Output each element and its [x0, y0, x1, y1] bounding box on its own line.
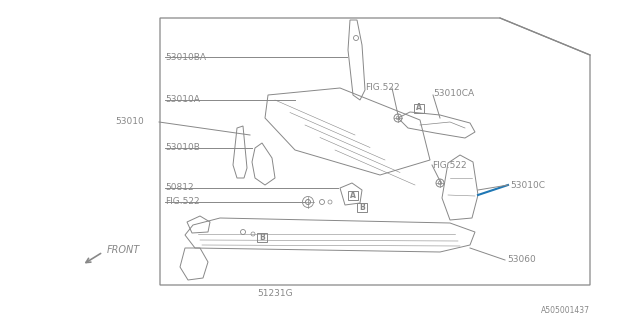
- Text: 53010BA: 53010BA: [165, 52, 206, 61]
- Text: 53010C: 53010C: [510, 180, 545, 189]
- Text: A: A: [350, 190, 356, 199]
- Text: FIG.522: FIG.522: [165, 197, 200, 206]
- Text: 53010B: 53010B: [165, 143, 200, 153]
- Text: FIG.522: FIG.522: [365, 84, 399, 92]
- Text: 51231G: 51231G: [257, 289, 293, 298]
- Text: B: B: [359, 203, 365, 212]
- Text: 53010CA: 53010CA: [433, 89, 474, 98]
- Text: A505001437: A505001437: [541, 306, 590, 315]
- Text: 53060: 53060: [507, 255, 536, 265]
- Text: A: A: [416, 103, 422, 113]
- Text: FIG.522: FIG.522: [432, 161, 467, 170]
- Text: 53010: 53010: [115, 117, 144, 126]
- Text: FRONT: FRONT: [107, 245, 140, 255]
- Text: 53010A: 53010A: [165, 95, 200, 105]
- Text: B: B: [259, 233, 265, 242]
- Text: 50812: 50812: [165, 183, 194, 193]
